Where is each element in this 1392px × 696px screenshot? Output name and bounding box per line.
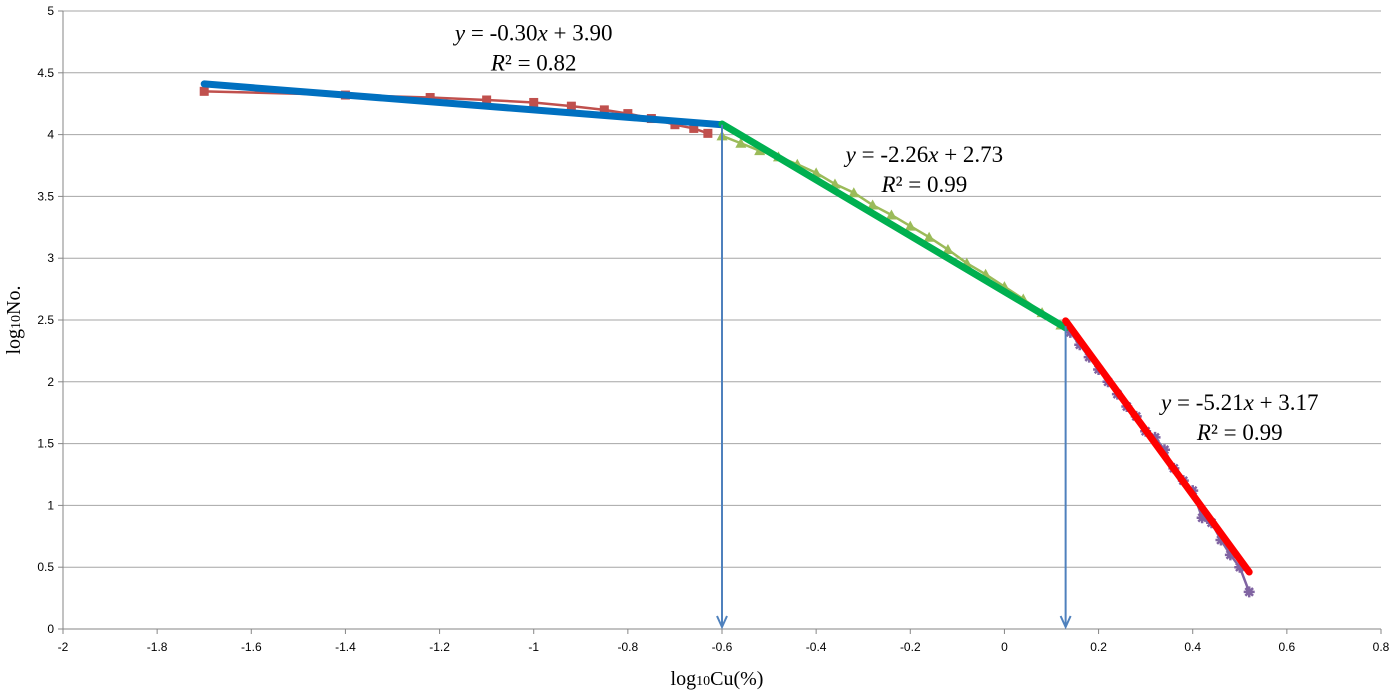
- y-tick-label: 3.5: [37, 189, 54, 203]
- x-tick-label: -1.2: [429, 640, 450, 654]
- data-point: [425, 93, 435, 103]
- x-axis-title: log10Cu(%): [671, 668, 764, 690]
- data-point: [599, 105, 609, 115]
- y-tick-label: 1: [47, 498, 54, 512]
- x-tick-label: -1.4: [335, 640, 356, 654]
- x-tick-label: -0.6: [712, 640, 733, 654]
- data-point: [1196, 512, 1208, 524]
- data-point: [689, 123, 699, 133]
- x-tick-label: -2: [58, 640, 69, 654]
- r-squared-label: R² = 0.99: [881, 172, 968, 197]
- x-tick-label: 0.6: [1279, 640, 1296, 654]
- y-tick-label: 2: [47, 375, 54, 389]
- x-tick-label: -0.4: [806, 640, 827, 654]
- vertical-arrows: [716, 124, 1072, 630]
- trendline-equation: y = -2.26x + 2.73: [844, 142, 1004, 167]
- data-point: [923, 231, 935, 242]
- r-squared-label: R² = 0.82: [490, 51, 577, 76]
- trend-line: [1062, 317, 1253, 576]
- data-point: [529, 97, 539, 107]
- trendline-equation: y = -5.21x + 3.17: [1159, 390, 1319, 415]
- x-tick-label: 0.8: [1373, 640, 1390, 654]
- axis-titles: log10Cu(%) log10No.: [3, 285, 763, 690]
- y-tick-label: 4.5: [37, 66, 54, 80]
- y-tick-label: 2.5: [37, 313, 54, 327]
- y-tick-label: 0.5: [37, 560, 54, 574]
- x-tick-label: 0.4: [1184, 640, 1201, 654]
- trendline-equation: y = -0.30x + 3.90: [453, 21, 613, 46]
- data-point: [942, 244, 954, 255]
- r-squared-label: R² = 0.99: [1196, 420, 1283, 445]
- y-tick-label: 3: [47, 251, 54, 265]
- trend-line: [200, 80, 726, 129]
- data-point: [1224, 549, 1236, 561]
- data-point: [867, 199, 879, 210]
- data-point: [1234, 561, 1246, 573]
- annotations: y = -0.30x + 3.90 R² = 0.82 y = -2.26x + 2…: [453, 21, 1319, 446]
- arrow-head: [716, 615, 728, 630]
- data-point: [1243, 586, 1255, 598]
- data-point: [848, 187, 860, 198]
- axes: [58, 10, 1382, 634]
- data-point: [670, 120, 680, 130]
- data-point: [703, 128, 713, 138]
- x-tick-label: -0.2: [900, 640, 921, 654]
- x-tick-label: -1: [528, 640, 539, 654]
- data-point: [199, 86, 209, 96]
- y-tick-label: 1.5: [37, 437, 54, 451]
- y-tick-label: 4: [47, 128, 54, 142]
- tick-labels: 0 0.5 1 1.5 2 2.5 3 3.5 4 4.5 5 -2 -1.8 -1.6 -1.4 -1.2 -…: [37, 4, 1389, 654]
- trend-line: [718, 120, 1070, 332]
- trend-lines: [200, 80, 1253, 576]
- x-tick-label: 0: [1001, 640, 1008, 654]
- data-point: [885, 209, 897, 220]
- data-point: [904, 220, 916, 231]
- arrow-head: [1059, 615, 1072, 630]
- x-tick-label: 0.2: [1090, 640, 1107, 654]
- x-tick-label: -1.8: [147, 640, 168, 654]
- data-point: [566, 101, 576, 111]
- data-point: [735, 137, 747, 148]
- x-tick-label: -1.6: [241, 640, 262, 654]
- data-point: [1215, 534, 1227, 546]
- x-tick-label: -0.8: [618, 640, 639, 654]
- data-series: [199, 86, 1255, 598]
- y-tick-label: 0: [47, 622, 54, 636]
- data-point: [1158, 444, 1170, 456]
- data-point: [482, 95, 492, 105]
- data-point: [623, 109, 633, 119]
- y-tick-label: 5: [47, 4, 54, 18]
- y-axis-title: log10No.: [3, 285, 25, 354]
